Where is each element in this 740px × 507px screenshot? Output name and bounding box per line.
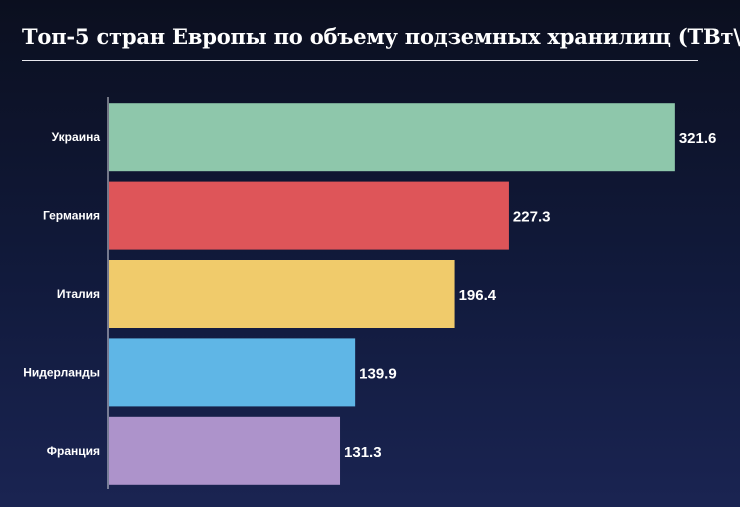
bars-group: Украина 321.6 Германия 227.3 Италия 196.4 Ниде… xyxy=(23,103,716,485)
chart-title: Топ-5 стран Европы по объему подземных х… xyxy=(22,24,740,49)
category-label-0: Украина xyxy=(52,130,101,144)
value-label-0: 321.6 xyxy=(679,130,717,147)
bar-0 xyxy=(109,103,675,172)
category-label-3: Нидерланды xyxy=(23,365,100,379)
bar-1 xyxy=(109,181,509,250)
value-label-2: 196.4 xyxy=(459,287,497,304)
bar-4 xyxy=(109,416,341,485)
value-label-3: 139.9 xyxy=(359,365,397,382)
bar-2 xyxy=(109,260,455,328)
category-label-1: Германия xyxy=(43,209,100,223)
category-label-4: Франция xyxy=(47,444,100,458)
bar-3 xyxy=(109,338,356,407)
value-label-4: 131.3 xyxy=(344,444,382,461)
category-label-2: Италия xyxy=(57,287,100,301)
value-label-1: 227.3 xyxy=(513,209,551,226)
title-divider xyxy=(22,60,698,61)
